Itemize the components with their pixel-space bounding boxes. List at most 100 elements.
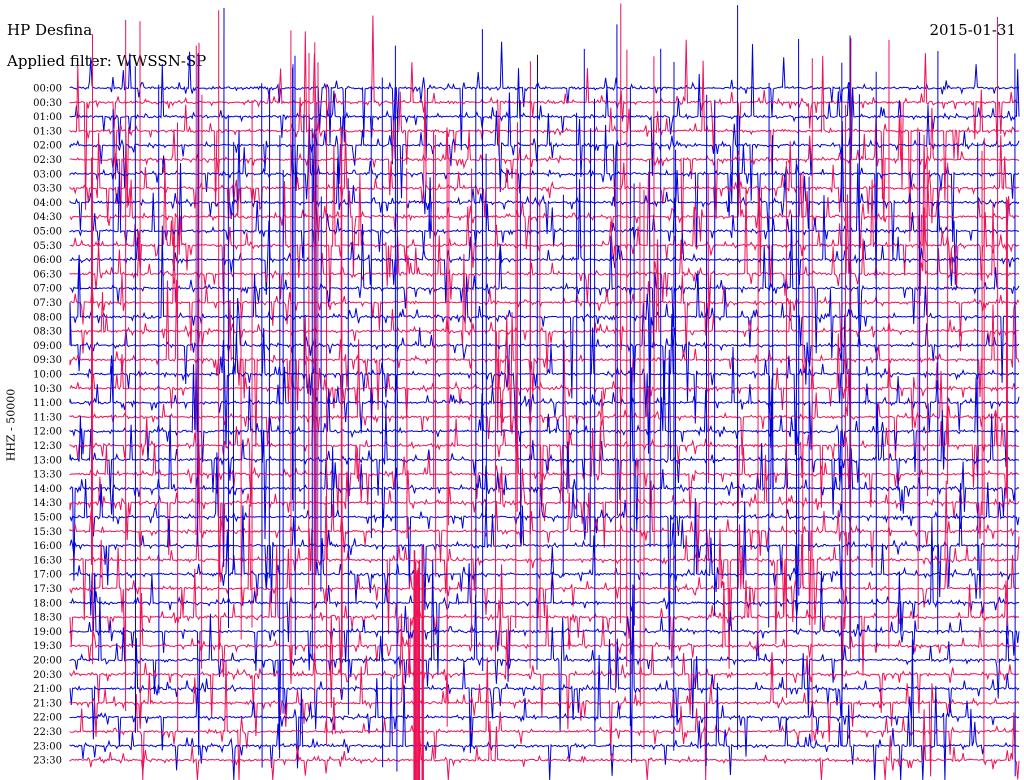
time-tick-label: 03:00 bbox=[33, 169, 62, 180]
time-tick-label: 10:00 bbox=[33, 370, 62, 381]
time-tick-label: 13:00 bbox=[33, 455, 62, 466]
filter-label: Applied filter: WWSSN-SP bbox=[7, 52, 207, 70]
trace-spike bbox=[536, 54, 538, 670]
time-tick-label: 18:00 bbox=[33, 598, 62, 609]
time-tick-label: 19:30 bbox=[33, 641, 62, 652]
time-tick-label: 02:00 bbox=[33, 141, 62, 152]
trace-row bbox=[69, 44, 1020, 216]
time-tick-label: 21:30 bbox=[33, 698, 62, 709]
time-tick-label: 05:30 bbox=[33, 241, 62, 252]
time-tick-label: 23:30 bbox=[33, 756, 62, 767]
trace-row bbox=[69, 639, 1020, 780]
time-tick-label: 22:00 bbox=[33, 713, 62, 724]
trace-row bbox=[69, 114, 1020, 279]
trace-row bbox=[69, 214, 1020, 354]
trace-row bbox=[69, 387, 1020, 581]
time-tick-label: 17:00 bbox=[33, 570, 62, 581]
trace-row bbox=[69, 339, 1020, 494]
time-tick-label: 06:30 bbox=[33, 269, 62, 280]
trace-row bbox=[69, 424, 1020, 519]
time-tick-label: 06:00 bbox=[33, 255, 62, 266]
trace-spike bbox=[341, 126, 343, 658]
time-tick-label: 23:00 bbox=[33, 741, 62, 752]
trace-row bbox=[69, 314, 1020, 436]
time-tick-label: 22:30 bbox=[33, 727, 62, 738]
trace-row bbox=[69, 92, 1020, 207]
trace-spike bbox=[705, 94, 708, 766]
trace-spike bbox=[396, 124, 398, 772]
station-title: HP Desfina bbox=[7, 21, 93, 39]
trace-row bbox=[69, 518, 1020, 676]
trace-row bbox=[69, 225, 1020, 421]
trace-row bbox=[69, 349, 1020, 540]
time-tick-label: 03:30 bbox=[33, 184, 62, 195]
trace-row bbox=[69, 447, 1020, 650]
trace-row bbox=[69, 346, 1020, 450]
time-tick-label: 04:00 bbox=[33, 198, 62, 209]
time-tick-label: 00:30 bbox=[33, 98, 62, 109]
trace-row bbox=[69, 544, 1020, 690]
trace-row bbox=[69, 454, 1020, 577]
trace-row bbox=[69, 134, 1020, 305]
time-tick-label: 15:00 bbox=[33, 513, 62, 524]
trace-row bbox=[69, 297, 1020, 402]
time-tick-label: 10:30 bbox=[33, 384, 62, 395]
trace-row bbox=[69, 179, 1020, 303]
trace-row bbox=[69, 120, 1020, 260]
trace-row bbox=[69, 390, 1020, 514]
time-tick-label: 20:00 bbox=[33, 656, 62, 667]
time-tick-label: 12:00 bbox=[33, 427, 62, 438]
time-tick-label: 05:00 bbox=[33, 227, 62, 238]
trace-row bbox=[69, 15, 1020, 211]
trace-row bbox=[69, 239, 1020, 433]
trace-row bbox=[69, 162, 1019, 285]
time-tick-label: 00:00 bbox=[33, 84, 62, 95]
time-tick-label: 11:00 bbox=[33, 398, 62, 409]
trace-row bbox=[69, 186, 1020, 307]
trace-row bbox=[69, 560, 1020, 750]
time-tick-label: 12:30 bbox=[33, 441, 62, 452]
trace-row bbox=[69, 709, 1020, 780]
time-tick-label: 01:00 bbox=[33, 112, 62, 123]
trace-row bbox=[69, 654, 1020, 780]
trace-row bbox=[69, 41, 1020, 161]
trace-row bbox=[69, 584, 1020, 730]
trace-row bbox=[69, 456, 1019, 626]
time-tick-label: 01:30 bbox=[33, 126, 62, 137]
trace-row bbox=[69, 584, 1020, 763]
trace-row bbox=[69, 172, 1020, 296]
time-tick-label: 17:30 bbox=[33, 584, 62, 595]
trace-row bbox=[69, 570, 1020, 756]
time-tick-label: 19:00 bbox=[33, 627, 62, 638]
time-tick-labels: 00:00 00:30 01:00 01:30 02:00 02:30 03:00 03:30… bbox=[33, 84, 62, 767]
trace-row bbox=[69, 657, 1020, 780]
time-tick-label: 20:30 bbox=[33, 670, 62, 681]
trace-row bbox=[69, 498, 1020, 616]
trace-row bbox=[69, 279, 1020, 447]
time-tick-label: 21:00 bbox=[33, 684, 62, 695]
trace-row bbox=[69, 107, 1020, 254]
time-tick-label: 16:00 bbox=[33, 541, 62, 552]
time-tick-label: 15:30 bbox=[33, 527, 62, 538]
time-tick-label: 07:30 bbox=[33, 298, 62, 309]
time-tick-label: 09:30 bbox=[33, 355, 62, 366]
time-tick-label: 09:00 bbox=[33, 341, 62, 352]
trace-row bbox=[69, 313, 1020, 456]
trace-row bbox=[69, 236, 1020, 355]
time-tick-label: 16:30 bbox=[33, 555, 62, 566]
time-tick-label: 08:00 bbox=[33, 312, 62, 323]
time-tick-label: 14:30 bbox=[33, 498, 62, 509]
time-tick-label: 14:00 bbox=[33, 484, 62, 495]
trace-spike bbox=[649, 160, 651, 548]
trace-row bbox=[69, 88, 1020, 274]
time-tick-label: 04:30 bbox=[33, 212, 62, 223]
time-tick-label: 02:30 bbox=[33, 155, 62, 166]
date-label: 2015-01-31 bbox=[929, 21, 1016, 39]
time-tick-label: 08:30 bbox=[33, 327, 62, 338]
time-tick-label: 11:30 bbox=[33, 412, 62, 423]
time-tick-label: 07:00 bbox=[33, 284, 62, 295]
time-tick-label: 13:30 bbox=[33, 470, 62, 481]
trace-row bbox=[69, 582, 1020, 708]
trace-row bbox=[69, 360, 1020, 482]
